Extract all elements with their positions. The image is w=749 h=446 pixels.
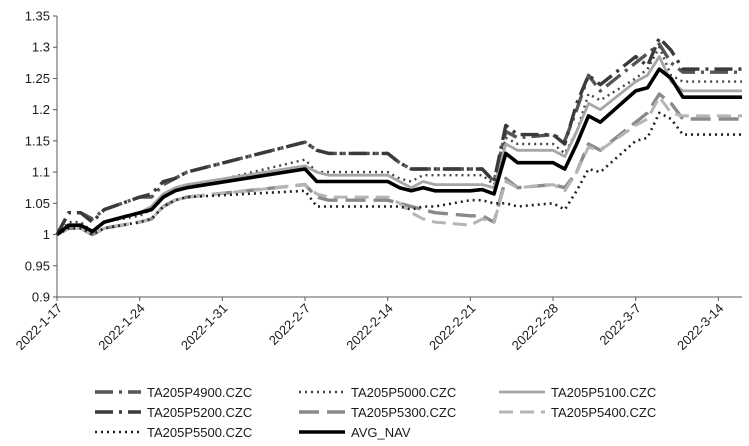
y-tick-label: 1.15 xyxy=(25,133,50,148)
legend-label: TA205P5300.CZC xyxy=(351,405,456,420)
x-tick-label: 2022-2-7 xyxy=(266,301,313,348)
legend-item: TA205P5200.CZC xyxy=(95,405,252,420)
series-line-ta205p4900-czc xyxy=(55,42,742,236)
series-lines xyxy=(55,36,742,237)
legend-item: TA205P5100.CZC xyxy=(499,385,656,400)
series-line-ta205p5300-czc xyxy=(56,92,742,237)
x-tick-label: 2022-2-14 xyxy=(343,301,396,354)
y-tick-label: 1.1 xyxy=(32,165,50,180)
legend: TA205P4900.CZC TA205P5000.CZC TA205P5100.C… xyxy=(95,385,656,440)
legend-label: TA205P5400.CZC xyxy=(551,405,656,420)
y-tick-label: 0.9 xyxy=(32,290,50,305)
y-tick-label: 1.2 xyxy=(32,102,50,117)
x-tick-label: 2022-1-24 xyxy=(95,301,148,354)
y-tick-label: 1 xyxy=(43,227,50,242)
legend-label: TA205P4900.CZC xyxy=(147,385,252,400)
y-tick-label: 1.05 xyxy=(25,196,50,211)
y-tick-label: 1.3 xyxy=(32,40,50,55)
legend-label: AVG_NAV xyxy=(351,425,411,440)
x-tick-label: 2022-3-7 xyxy=(596,301,643,348)
series-line-ta205p5100-czc xyxy=(56,55,742,236)
x-tick-label: 2022-1-31 xyxy=(178,301,231,354)
legend-item: AVG_NAV xyxy=(299,425,411,440)
legend-label: TA205P5200.CZC xyxy=(147,405,252,420)
x-tick-label: 2022-3-14 xyxy=(674,301,727,354)
y-tick-label: 0.95 xyxy=(25,258,50,273)
legend-item: TA205P5000.CZC xyxy=(299,385,456,400)
legend-item: TA205P5300.CZC xyxy=(299,405,456,420)
legend-item: TA205P4900.CZC xyxy=(95,385,252,400)
x-axis-ticks: 2022-1-17 2022-1-24 2022-1-31 2022-2-7 2022-… xyxy=(13,297,727,353)
legend-label: TA205P5100.CZC xyxy=(551,385,656,400)
legend-label: TA205P5500.CZC xyxy=(147,425,252,440)
y-axis-ticks: 0.9 0.95 1 1.05 1.1 1.15 1.2 1.25 1.3 1.35 xyxy=(25,9,57,305)
legend-label: TA205P5000.CZC xyxy=(351,385,456,400)
series-line-ta205p5500-czc xyxy=(56,111,742,236)
x-tick-label: 2022-2-21 xyxy=(426,301,479,354)
series-line-ta205p5400-czc xyxy=(56,95,742,237)
x-tick-label: 2022-1-17 xyxy=(13,301,66,354)
legend-item: TA205P5500.CZC xyxy=(95,425,252,440)
y-tick-label: 1.35 xyxy=(25,9,50,24)
x-tick-label: 2022-2-28 xyxy=(509,301,562,354)
legend-item: TA205P5400.CZC xyxy=(499,405,656,420)
series-line-avg-nav xyxy=(55,67,742,237)
y-tick-label: 1.25 xyxy=(25,71,50,86)
